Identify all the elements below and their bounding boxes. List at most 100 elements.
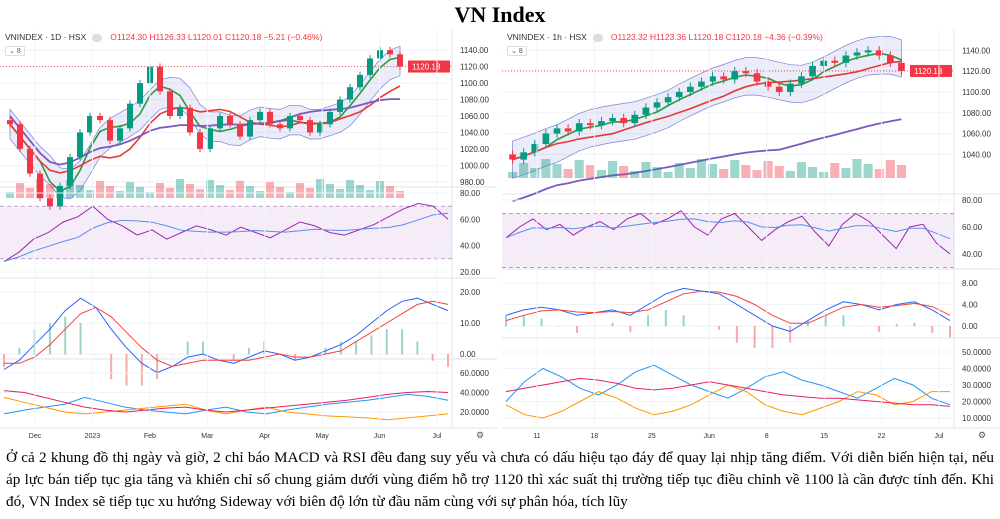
ma-long-line — [9, 98, 400, 166]
macd-histogram-bar — [931, 326, 934, 333]
volume-bar — [563, 169, 573, 178]
macd-histogram-bar — [735, 326, 738, 343]
candle — [27, 148, 33, 174]
candle — [217, 116, 223, 129]
candle — [598, 121, 605, 126]
macd-tick-label: 4.00 — [962, 301, 978, 310]
hourly-chart-canvas[interactable]: 1140.001120.001100.001080.001060.001040.… — [502, 30, 999, 440]
macd-histogram-bar — [664, 309, 667, 327]
indicator-count: 8 — [518, 48, 523, 55]
volume-bar — [116, 191, 124, 198]
macd-histogram-bar — [789, 326, 792, 343]
macd-histogram-bar — [522, 315, 525, 327]
x-tick-label: Feb — [144, 433, 156, 440]
x-tick-label: 2023 — [85, 433, 101, 440]
candle — [620, 117, 627, 124]
candle — [875, 50, 883, 56]
candle — [57, 185, 63, 207]
macd-histogram-bar — [447, 354, 449, 367]
volume-bar — [541, 159, 551, 178]
candle — [575, 123, 583, 132]
macd-histogram-bar — [718, 326, 721, 330]
macd-line — [3, 297, 449, 374]
macd-tick-label: 10.00 — [460, 319, 481, 328]
volume-bar — [696, 159, 706, 178]
candle — [531, 143, 539, 153]
x-tick-label: Jul — [433, 433, 442, 440]
candle — [887, 55, 894, 63]
volume-bar — [386, 186, 394, 198]
macd-histogram-bar — [682, 315, 685, 327]
macd-histogram-bar — [385, 329, 388, 355]
volume-bar — [519, 163, 529, 178]
volume-bar — [226, 190, 234, 198]
rsi-tick-label: 40.00 — [962, 250, 983, 259]
volume-bar — [785, 171, 795, 178]
candle — [731, 71, 739, 80]
volume-bar — [852, 159, 862, 178]
x-tick-label: Jul — [935, 433, 944, 440]
candle — [37, 173, 43, 199]
candle — [207, 128, 213, 149]
volume-bar — [763, 161, 773, 178]
candle — [720, 76, 727, 80]
macd-histogram-bar — [877, 326, 880, 332]
macd-histogram-bar — [647, 315, 650, 327]
macd-histogram-bar — [540, 318, 543, 327]
analysis-paragraph: Ở cả 2 khung đồ thị ngày và giờ, 2 chỉ b… — [6, 449, 994, 510]
macd-tick-label: 0.00 — [962, 322, 978, 331]
candle — [257, 111, 263, 121]
candle — [167, 91, 173, 116]
candle — [520, 152, 527, 160]
candle — [347, 87, 353, 100]
dmi-tick-label: 10.0000 — [962, 414, 991, 423]
rsi-band — [502, 213, 954, 268]
x-tick-label: 18 — [591, 433, 599, 440]
signal-line — [505, 290, 951, 324]
daily-chart-canvas[interactable]: 1140.00 1120.00 1100.00 1080.00 1060.00 1040.… — [0, 30, 497, 440]
volume-bar — [619, 166, 629, 178]
volume-bar — [86, 190, 94, 198]
candle — [127, 103, 133, 129]
dmi-tick-label: 40.0000 — [460, 389, 489, 398]
adx-line — [3, 390, 449, 413]
macd-histogram-bar — [247, 347, 250, 355]
price-tick-label: 1060.00 — [962, 130, 991, 139]
macd-histogram-bar — [700, 326, 703, 327]
ma-fast-line — [9, 56, 401, 192]
menu-icon[interactable] — [92, 33, 103, 42]
volume-bar — [96, 181, 104, 198]
macd-histogram-bar — [48, 323, 51, 355]
rsi-ma-line — [3, 212, 449, 262]
candle — [553, 128, 561, 134]
dmi-tick-label: 60.0000 — [460, 369, 489, 378]
volume-bar — [863, 164, 873, 178]
macd-histogram-bar — [171, 354, 174, 355]
macd-histogram-bar — [355, 341, 358, 355]
volume-bar — [296, 183, 304, 198]
candle — [47, 198, 53, 207]
volume-bar — [266, 182, 274, 198]
candle — [357, 74, 363, 88]
indicators-collapse-button[interactable]: ⌄ 8 — [5, 46, 25, 56]
volume-bar — [830, 163, 840, 178]
volume-bar — [652, 167, 662, 178]
volume-bar — [106, 186, 114, 198]
rsi-tick-label: 40.00 — [460, 242, 481, 251]
candle — [742, 71, 750, 74]
indicators-collapse-button[interactable]: ⌄ 8 — [507, 46, 527, 56]
hourly-chart[interactable]: 1140.00 1120.00 1100.00 1080.00 1060.00 1040.… — [502, 30, 999, 440]
x-tick-label: Dec — [29, 433, 42, 440]
last-price-badge — [910, 64, 952, 77]
price-tick-label: 1000.00 — [460, 161, 489, 170]
signal-line — [4, 300, 449, 367]
ma-slow-line — [9, 85, 401, 174]
daily-chart[interactable]: 1140.00 1120.00 1100.00 1080.00 1060.00 1040.… — [0, 30, 497, 440]
rsi-tick-label: 80.00 — [460, 189, 481, 198]
candle — [564, 128, 572, 132]
menu-icon[interactable] — [592, 33, 603, 42]
dmi-tick-label: 30.0000 — [962, 381, 991, 390]
candle — [267, 111, 273, 125]
rsi-line — [3, 202, 449, 262]
macd-histogram-bar — [125, 354, 128, 386]
